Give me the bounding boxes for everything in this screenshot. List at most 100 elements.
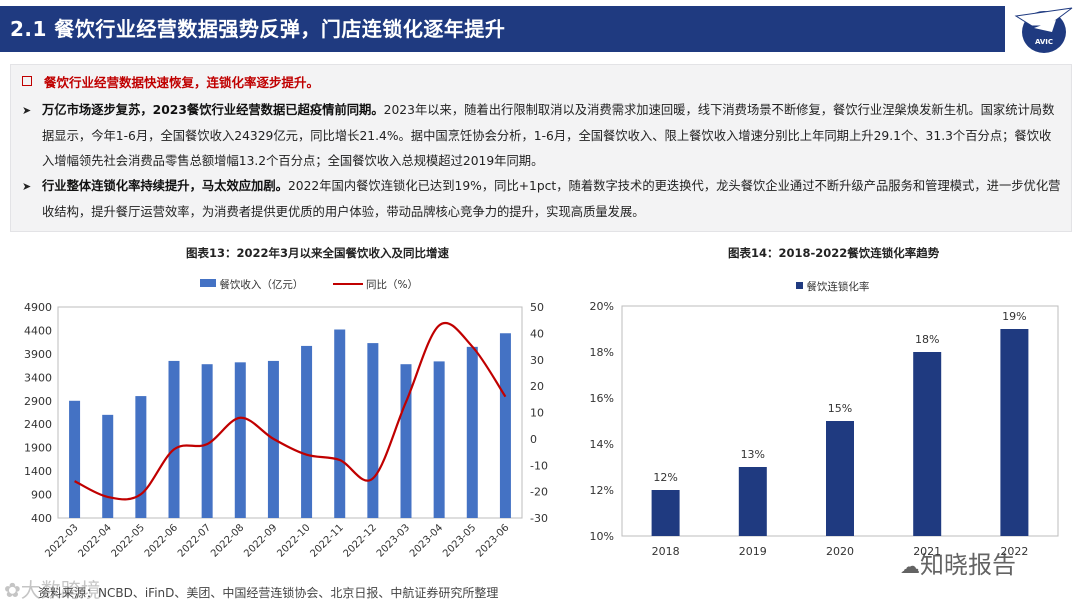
arrow-bullet-icon: ➤ (22, 180, 32, 193)
x-tick-label: 2020 (826, 545, 854, 558)
x-tick-label: 2022-03 (43, 522, 80, 559)
legend-label: 餐饮连锁化率 (806, 281, 870, 293)
right-tick-label: -30 (530, 512, 548, 525)
arrow-bullet-icon: ➤ (22, 104, 32, 117)
chart14-plot: 10% 12% 14% 16% 18% 20% 12% 13% 15% 18% 19% 2018 201… (590, 300, 1059, 558)
bullet-1-bold: 万亿市场逐步复苏，2023餐饮行业经营数据已超疫情前同期。 (42, 103, 384, 117)
x-tick-label: 2018 (652, 545, 680, 558)
paw-icon: ✿ (4, 578, 21, 602)
data-label: 13% (741, 448, 765, 461)
legend-swatch (796, 282, 803, 289)
legend-label-line: 同比（%） (366, 279, 419, 291)
watermark-right: ☁知晓报告 (900, 551, 1016, 579)
chart14-title: 图表14：2018-2022餐饮连锁化率趋势 (728, 246, 940, 260)
y-tick-label: 18% (590, 346, 614, 359)
x-tick-label: 2019 (739, 545, 767, 558)
bar (367, 343, 379, 518)
x-tick-label: 2022-04 (77, 522, 114, 559)
x-tick-label: 2022-05 (110, 522, 147, 559)
legend-swatch-line (332, 283, 363, 285)
airplane-logo-icon: AVIC (1014, 7, 1073, 53)
legend-swatch-bar (200, 279, 216, 287)
left-tick-label: 3400 (24, 371, 52, 384)
x-tick-label: 2022-07 (176, 522, 213, 559)
bar (738, 467, 767, 536)
x-tick-label: 2022-08 (209, 522, 246, 559)
chart14-legend: 餐饮连锁化率 (796, 279, 869, 294)
x-tick-label: 2022-11 (309, 522, 346, 559)
bar (69, 400, 81, 518)
square-bullet-icon (22, 76, 32, 86)
x-tick-label: 2023-05 (441, 522, 478, 559)
x-tick-label: 2023-04 (408, 522, 445, 559)
bullet-2: ➤ 行业整体连锁化率持续提升，马太效应加剧。2022年国内餐饮连锁化已达到19%… (22, 174, 1062, 226)
x-tick-label: 2021 (913, 545, 941, 558)
y-tick-label: 20% (590, 300, 614, 313)
watermark-left: ✿大数跨境 (4, 578, 101, 602)
bullet-1-text: 2023年以来，随着出行限制取消以及消费需求加速回暖，线下消费场景不断修复，餐饮… (42, 103, 1055, 168)
bar (651, 490, 680, 536)
left-tick-label: 2900 (24, 395, 52, 408)
data-label: 19% (1002, 310, 1026, 323)
x-tick-label: 2022-09 (242, 522, 279, 559)
data-label: 18% (915, 333, 939, 346)
bar (466, 346, 478, 518)
bar (135, 396, 147, 518)
bullet-1: ➤ 万亿市场逐步复苏，2023餐饮行业经营数据已超疫情前同期。2023年以来，随… (22, 98, 1062, 174)
right-tick-label: 10 (530, 407, 544, 420)
source-note: 资料来源：NCBD、iFinD、美团、中国经营连锁协会、北京日报、中航证券研究所… (38, 586, 499, 600)
x-tick-label: 2022-06 (143, 522, 180, 559)
bar (102, 414, 114, 518)
title-bar (0, 6, 1005, 52)
bar (1000, 329, 1029, 536)
bullet-2-text: 2022年国内餐饮连锁化已达到19%，同比+1pct，随着数字技术的更迭换代，龙… (42, 179, 1061, 219)
right-tick-label: 40 (530, 327, 544, 340)
bar (234, 362, 246, 518)
right-tick-label: 30 (530, 354, 544, 367)
summary-headline: 餐饮行业经营数据快速恢复，连锁化率逐步提升。 (22, 72, 319, 91)
bar (499, 333, 511, 518)
bullet-2-bold: 行业整体连锁化率持续提升，马太效应加剧。 (42, 179, 288, 193)
y-tick-label: 10% (590, 530, 614, 543)
x-tick-label: 2022 (1000, 545, 1028, 558)
legend-label-bar: 餐饮收入（亿元） (219, 279, 304, 291)
left-tick-label: 400 (31, 512, 52, 525)
right-tick-label: -10 (530, 459, 548, 472)
bar (334, 329, 346, 518)
bar (168, 360, 180, 518)
right-tick-label: -20 (530, 486, 548, 499)
left-tick-label: 3900 (24, 348, 52, 361)
bar (301, 345, 313, 518)
chart13-legend: 餐饮收入（亿元） 同比（%） (200, 277, 418, 292)
left-tick-label: 4900 (24, 301, 52, 314)
bar (913, 352, 942, 536)
yoy-line (74, 322, 507, 501)
y-tick-label: 16% (590, 392, 614, 405)
right-tick-label: 0 (530, 433, 537, 446)
left-tick-label: 1900 (24, 442, 52, 455)
left-tick-label: 4400 (24, 324, 52, 337)
right-tick-label: 50 (530, 301, 544, 314)
right-tick-label: 20 (530, 380, 544, 393)
y-tick-label: 12% (590, 484, 614, 497)
plot-frame (57, 306, 523, 519)
x-tick-label: 2023-06 (474, 522, 511, 559)
x-tick-label: 2022-10 (275, 522, 312, 559)
x-tick-label: 2022-12 (342, 522, 379, 559)
bar (201, 364, 213, 518)
bar (400, 364, 412, 518)
bar (433, 361, 445, 518)
page-title: 2.1 餐饮行业经营数据强势反弹，门店连锁化逐年提升 (10, 17, 506, 41)
bar (826, 421, 854, 536)
chart13-title: 图表13：2022年3月以来全国餐饮收入及同比增速 (186, 246, 450, 260)
data-label: 15% (828, 402, 852, 415)
logo-text: AVIC (1035, 38, 1053, 46)
wechat-icon: ☁ (900, 554, 920, 578)
y-tick-label: 14% (590, 438, 614, 451)
x-tick-label: 2023-03 (375, 522, 412, 559)
left-tick-label: 2400 (24, 418, 52, 431)
summary-panel (10, 64, 1072, 232)
left-tick-label: 900 (31, 489, 52, 502)
data-label: 12% (653, 471, 677, 484)
left-tick-label: 1400 (24, 465, 52, 478)
